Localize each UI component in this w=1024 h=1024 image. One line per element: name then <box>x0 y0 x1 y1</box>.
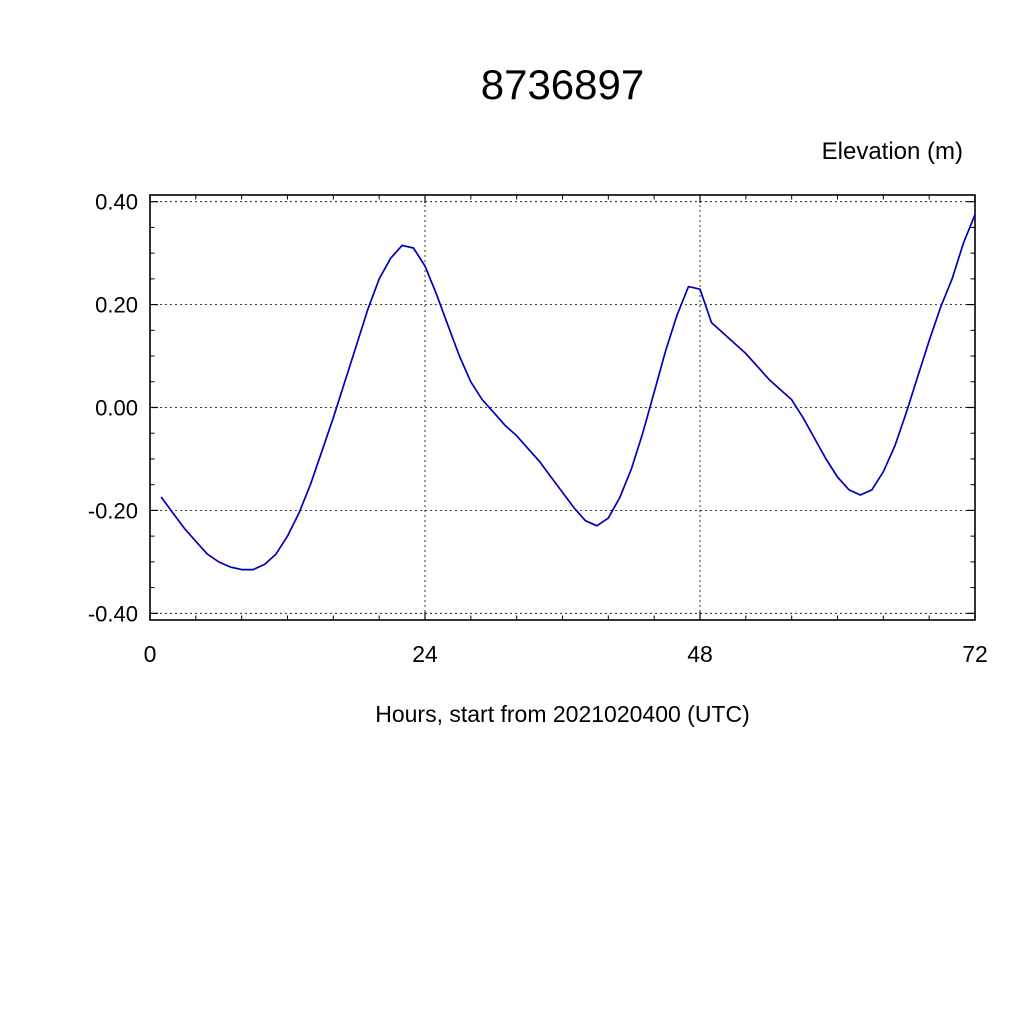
y-tick-label: 0.00 <box>95 396 138 421</box>
elevation-line <box>160 213 976 571</box>
y-tick-label: -0.20 <box>88 498 138 523</box>
y-tick-label: 0.40 <box>95 190 138 215</box>
x-axis-title: Hours, start from 2021020400 (UTC) <box>375 701 750 727</box>
station-title: 8736897 <box>480 61 645 108</box>
x-tick-label: 0 <box>144 641 157 667</box>
y-tick-label: -0.40 <box>88 601 138 626</box>
x-tick-label: 48 <box>687 641 713 667</box>
y-tick-label: 0.20 <box>95 293 138 318</box>
x-tick-label: 24 <box>412 641 438 667</box>
y-axis-title: Elevation (m) <box>821 138 963 165</box>
x-tick-label: 72 <box>962 641 988 667</box>
